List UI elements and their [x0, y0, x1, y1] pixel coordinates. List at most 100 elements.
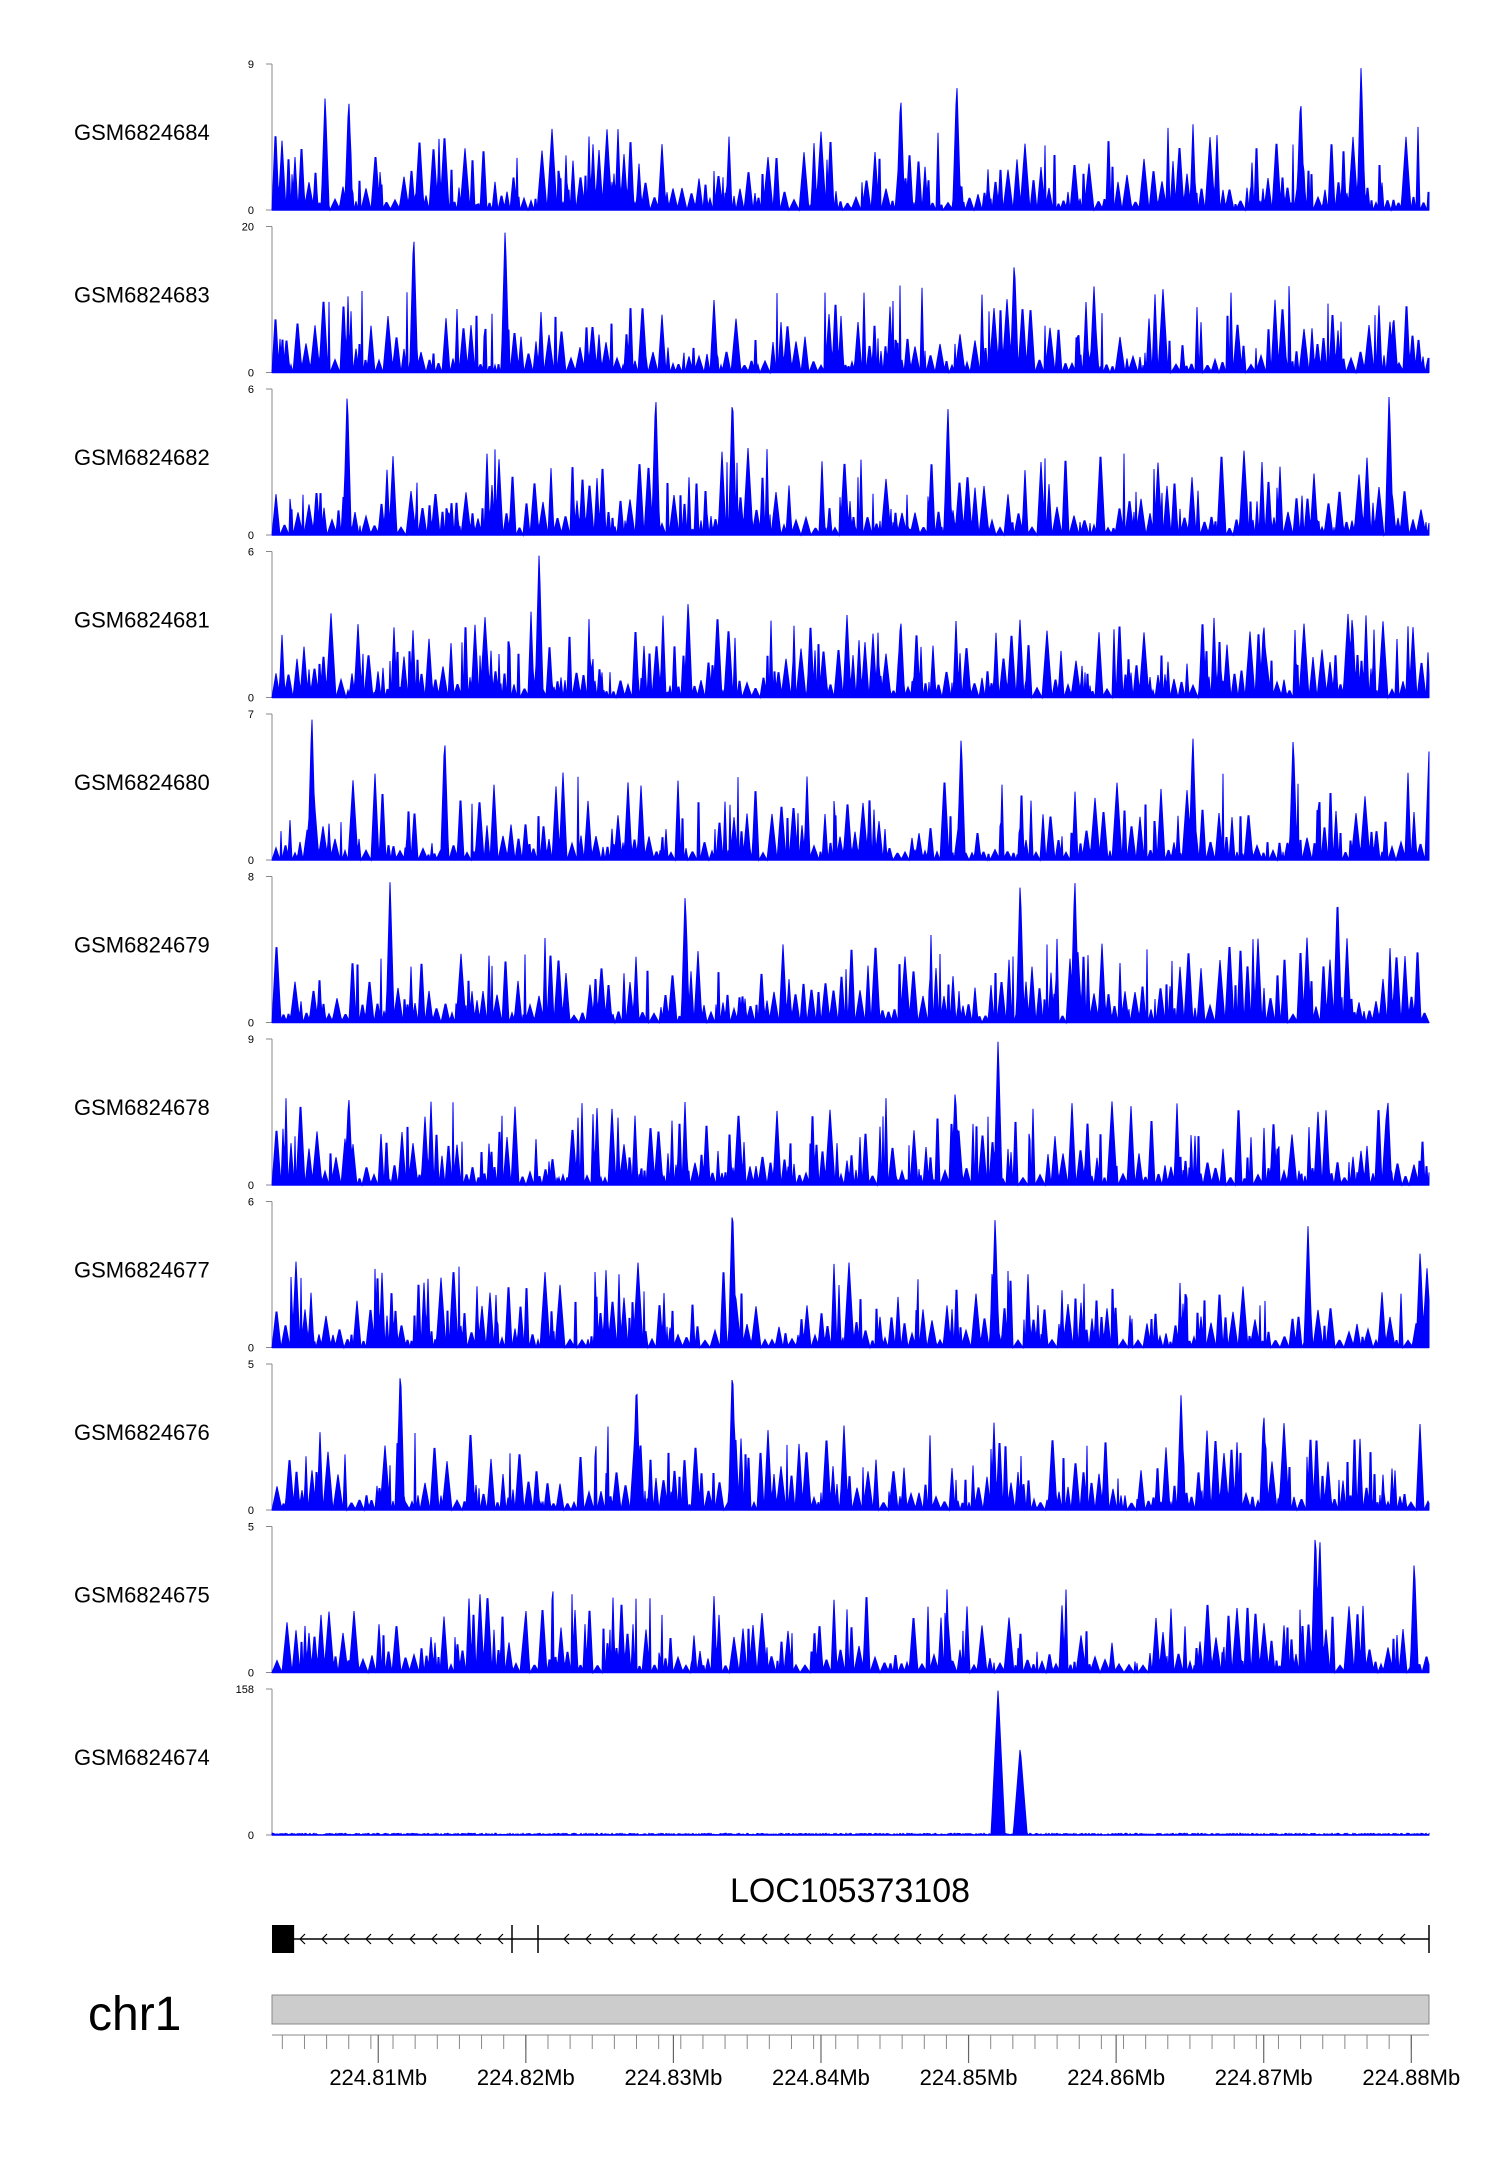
- strand-arrow: [1333, 1933, 1340, 1945]
- coverage-area: [271, 1217, 1430, 1350]
- strand-arrow: [321, 1933, 328, 1945]
- strand-arrow: [497, 1933, 504, 1945]
- coverage-area: [271, 1690, 1430, 1836]
- strand-arrow: [563, 1933, 570, 1945]
- strand-arrow: [1047, 1933, 1054, 1945]
- track-label: GSM6824675: [74, 1582, 210, 1607]
- strand-arrow: [1355, 1933, 1362, 1945]
- coverage-area: [271, 1041, 1430, 1187]
- strand-arrow: [959, 1933, 966, 1945]
- axis-tick-label: 224.81Mb: [329, 2065, 427, 2090]
- axis-tick-label: 224.84Mb: [772, 2065, 870, 2090]
- strand-arrow: [607, 1933, 614, 1945]
- strand-arrow: [343, 1933, 350, 1945]
- y-max-label: 7: [248, 709, 254, 721]
- strand-arrow: [893, 1933, 900, 1945]
- y-min-label: 0: [248, 693, 254, 705]
- strand-arrow: [651, 1933, 658, 1945]
- y-max-label: 20: [242, 222, 254, 234]
- track-GSM6824677: GSM6824677 6 0: [74, 1197, 1430, 1355]
- track-label: GSM6824679: [74, 932, 210, 957]
- y-max-label: 8: [248, 872, 254, 884]
- y-min-label: 0: [248, 1180, 254, 1192]
- y-min-label: 0: [248, 368, 254, 380]
- y-min-label: 0: [248, 530, 254, 542]
- strand-arrow: [453, 1933, 460, 1945]
- gene-name-label: LOC105373108: [730, 1872, 970, 1910]
- strand-arrow: [1267, 1933, 1274, 1945]
- strand-arrow: [717, 1933, 724, 1945]
- coverage-area: [271, 396, 1430, 537]
- coverage-area: [271, 232, 1430, 375]
- coverage-area: [271, 555, 1430, 700]
- track-label: GSM6824676: [74, 1420, 210, 1445]
- y-max-label: 6: [248, 547, 254, 559]
- track-GSM6824684: GSM6824684 9 0: [74, 59, 1430, 217]
- strand-arrow: [299, 1933, 306, 1945]
- strand-arrow: [673, 1933, 680, 1945]
- strand-arrow: [387, 1933, 394, 1945]
- strand-arrow: [585, 1933, 592, 1945]
- coverage-area: [271, 1539, 1430, 1675]
- y-min-label: 0: [248, 1505, 254, 1517]
- strand-arrow: [1135, 1933, 1142, 1945]
- strand-arrow: [1091, 1933, 1098, 1945]
- strand-arrow: [1311, 1933, 1318, 1945]
- axis-tick-label: 224.82Mb: [477, 2065, 575, 2090]
- y-max-label: 6: [248, 384, 254, 396]
- track-label: GSM6824678: [74, 1095, 210, 1120]
- strand-arrow: [1157, 1933, 1164, 1945]
- axis-tick-label: 224.85Mb: [920, 2065, 1018, 2090]
- strand-arrow: [871, 1933, 878, 1945]
- strand-arrow: [409, 1933, 416, 1945]
- coverage-area: [271, 719, 1430, 862]
- strand-arrow: [1069, 1933, 1076, 1945]
- track-label: GSM6824674: [74, 1745, 210, 1770]
- chromosome-bar: [271, 1994, 1430, 2025]
- strand-arrow: [475, 1933, 482, 1945]
- track-GSM6824674: GSM6824674 158 0: [74, 1684, 1430, 1842]
- track-GSM6824683: GSM6824683 20 0: [74, 222, 1430, 380]
- chromosome-track: chr1 224.81Mb 224.82Mb 224.83Mb 224.84Mb 224…: [88, 1988, 1460, 2090]
- track-label: GSM6824680: [74, 770, 210, 795]
- chromosome-label: chr1: [88, 1988, 181, 2041]
- strand-arrow: [1179, 1933, 1186, 1945]
- gene-track: LOC105373108: [272, 1872, 1430, 1953]
- strand-arrow: [365, 1933, 372, 1945]
- axis-tick-label: 224.88Mb: [1362, 2065, 1460, 2090]
- strand-arrow: [981, 1933, 988, 1945]
- y-min-label: 0: [248, 1343, 254, 1355]
- strand-arrow: [1245, 1933, 1252, 1945]
- strand-arrow: [695, 1933, 702, 1945]
- strand-arrow: [849, 1933, 856, 1945]
- strand-arrow: [1113, 1933, 1120, 1945]
- strand-arrow: [783, 1933, 790, 1945]
- strand-arrow: [827, 1933, 834, 1945]
- y-min-label: 0: [248, 855, 254, 867]
- strand-arrow: [761, 1933, 768, 1945]
- axis-tick-label: 224.86Mb: [1067, 2065, 1165, 2090]
- coverage-tracks: GSM682468490GSM6824683200GSM682468260GSM…: [74, 59, 1430, 1842]
- track-label: GSM6824681: [74, 607, 210, 632]
- y-min-label: 0: [248, 205, 254, 217]
- track-label: GSM6824683: [74, 282, 210, 307]
- track-label: GSM6824677: [74, 1257, 210, 1282]
- y-max-label: 158: [236, 1684, 254, 1696]
- track-GSM6824676: GSM6824676 5 0: [74, 1359, 1430, 1517]
- y-max-label: 5: [248, 1522, 254, 1534]
- strand-arrow: [1289, 1933, 1296, 1945]
- gene-model: [272, 1925, 1430, 1953]
- track-GSM6824678: GSM6824678 9 0: [74, 1034, 1430, 1192]
- strand-arrow: [1025, 1933, 1032, 1945]
- strand-arrow: [1377, 1933, 1384, 1945]
- y-min-label: 0: [248, 1018, 254, 1030]
- y-min-label: 0: [248, 1830, 254, 1842]
- strand-arrow: [1223, 1933, 1230, 1945]
- track-GSM6824675: GSM6824675 5 0: [74, 1522, 1430, 1680]
- strand-arrow: [739, 1933, 746, 1945]
- track-label: GSM6824682: [74, 445, 210, 470]
- strand-arrow: [1003, 1933, 1010, 1945]
- track-GSM6824679: GSM6824679 8 0: [74, 872, 1430, 1030]
- gene-exon: [272, 1925, 295, 1953]
